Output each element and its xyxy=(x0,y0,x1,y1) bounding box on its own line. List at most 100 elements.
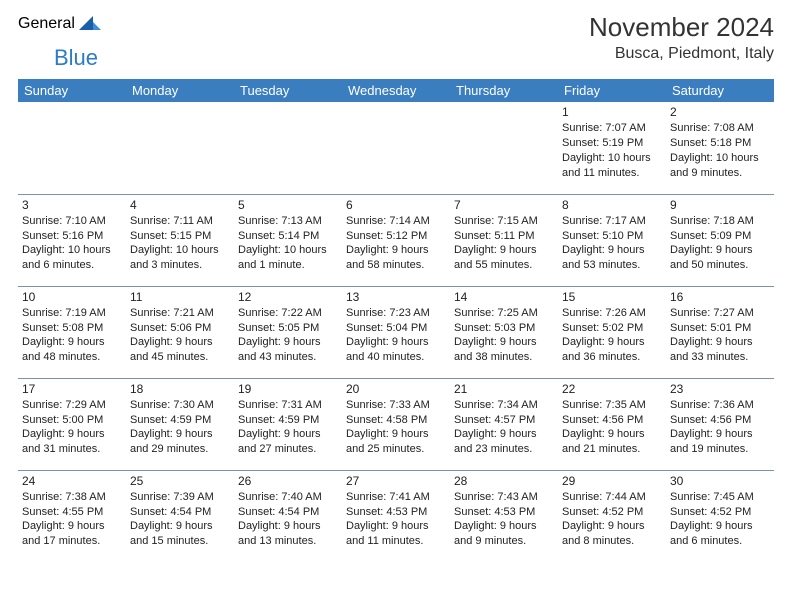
sunrise-line: Sunrise: 7:18 AM xyxy=(670,214,770,229)
day-cell: 18Sunrise: 7:30 AMSunset: 4:59 PMDayligh… xyxy=(126,378,234,470)
day-number: 15 xyxy=(562,289,662,305)
day-number: 21 xyxy=(454,381,554,397)
daylight-line: Daylight: 9 hours and 13 minutes. xyxy=(238,519,338,549)
sunset-line: Sunset: 5:09 PM xyxy=(670,229,770,244)
sunrise-line: Sunrise: 7:11 AM xyxy=(130,214,230,229)
weekday-fri: Friday xyxy=(558,79,666,102)
day-cell: 15Sunrise: 7:26 AMSunset: 5:02 PMDayligh… xyxy=(558,286,666,378)
daylight-line: Daylight: 9 hours and 11 minutes. xyxy=(346,519,446,549)
sunset-line: Sunset: 4:55 PM xyxy=(22,505,122,520)
sunrise-line: Sunrise: 7:45 AM xyxy=(670,490,770,505)
day-number: 17 xyxy=(22,381,122,397)
sunrise-line: Sunrise: 7:13 AM xyxy=(238,214,338,229)
day-cell: 5Sunrise: 7:13 AMSunset: 5:14 PMDaylight… xyxy=(234,194,342,286)
sunset-line: Sunset: 5:19 PM xyxy=(562,136,662,151)
day-number: 27 xyxy=(346,473,446,489)
logo-text-general: General xyxy=(18,15,75,33)
day-cell: 24Sunrise: 7:38 AMSunset: 4:55 PMDayligh… xyxy=(18,470,126,562)
sunrise-line: Sunrise: 7:35 AM xyxy=(562,398,662,413)
sunrise-line: Sunrise: 7:41 AM xyxy=(346,490,446,505)
day-cell: 11Sunrise: 7:21 AMSunset: 5:06 PMDayligh… xyxy=(126,286,234,378)
sunrise-line: Sunrise: 7:34 AM xyxy=(454,398,554,413)
day-cell: 26Sunrise: 7:40 AMSunset: 4:54 PMDayligh… xyxy=(234,470,342,562)
daylight-line: Daylight: 9 hours and 15 minutes. xyxy=(130,519,230,549)
sunset-line: Sunset: 5:10 PM xyxy=(562,229,662,244)
daylight-line: Daylight: 9 hours and 50 minutes. xyxy=(670,243,770,273)
daylight-line: Daylight: 9 hours and 9 minutes. xyxy=(454,519,554,549)
daylight-line: Daylight: 9 hours and 31 minutes. xyxy=(22,427,122,457)
sunset-line: Sunset: 5:06 PM xyxy=(130,321,230,336)
weekday-sat: Saturday xyxy=(666,79,774,102)
sunrise-line: Sunrise: 7:31 AM xyxy=(238,398,338,413)
sunset-line: Sunset: 5:14 PM xyxy=(238,229,338,244)
daylight-line: Daylight: 10 hours and 11 minutes. xyxy=(562,151,662,181)
sunset-line: Sunset: 5:01 PM xyxy=(670,321,770,336)
day-cell: 20Sunrise: 7:33 AMSunset: 4:58 PMDayligh… xyxy=(342,378,450,470)
sunset-line: Sunset: 4:54 PM xyxy=(130,505,230,520)
daylight-line: Daylight: 9 hours and 38 minutes. xyxy=(454,335,554,365)
daylight-line: Daylight: 9 hours and 36 minutes. xyxy=(562,335,662,365)
daylight-line: Daylight: 10 hours and 9 minutes. xyxy=(670,151,770,181)
day-number: 19 xyxy=(238,381,338,397)
sunrise-line: Sunrise: 7:29 AM xyxy=(22,398,122,413)
day-number: 12 xyxy=(238,289,338,305)
day-cell: 6Sunrise: 7:14 AMSunset: 5:12 PMDaylight… xyxy=(342,194,450,286)
daylight-line: Daylight: 9 hours and 40 minutes. xyxy=(346,335,446,365)
sunset-line: Sunset: 5:18 PM xyxy=(670,136,770,151)
calendar-row: 24Sunrise: 7:38 AMSunset: 4:55 PMDayligh… xyxy=(18,470,774,562)
sunrise-line: Sunrise: 7:19 AM xyxy=(22,306,122,321)
day-cell: 3Sunrise: 7:10 AMSunset: 5:16 PMDaylight… xyxy=(18,194,126,286)
daylight-line: Daylight: 9 hours and 27 minutes. xyxy=(238,427,338,457)
daylight-line: Daylight: 9 hours and 33 minutes. xyxy=(670,335,770,365)
sunset-line: Sunset: 4:52 PM xyxy=(670,505,770,520)
day-number: 1 xyxy=(562,104,662,120)
sunset-line: Sunset: 5:12 PM xyxy=(346,229,446,244)
sunset-line: Sunset: 5:05 PM xyxy=(238,321,338,336)
day-number: 13 xyxy=(346,289,446,305)
sunset-line: Sunset: 4:53 PM xyxy=(346,505,446,520)
day-number: 18 xyxy=(130,381,230,397)
sunset-line: Sunset: 4:52 PM xyxy=(562,505,662,520)
sunrise-line: Sunrise: 7:26 AM xyxy=(562,306,662,321)
day-cell: 10Sunrise: 7:19 AMSunset: 5:08 PMDayligh… xyxy=(18,286,126,378)
sunrise-line: Sunrise: 7:43 AM xyxy=(454,490,554,505)
sunset-line: Sunset: 5:16 PM xyxy=(22,229,122,244)
day-number: 14 xyxy=(454,289,554,305)
sunrise-line: Sunrise: 7:23 AM xyxy=(346,306,446,321)
sunrise-line: Sunrise: 7:33 AM xyxy=(346,398,446,413)
sunset-line: Sunset: 5:15 PM xyxy=(130,229,230,244)
sunrise-line: Sunrise: 7:14 AM xyxy=(346,214,446,229)
day-cell: 4Sunrise: 7:11 AMSunset: 5:15 PMDaylight… xyxy=(126,194,234,286)
empty-cell xyxy=(450,102,558,194)
day-number: 23 xyxy=(670,381,770,397)
sunrise-line: Sunrise: 7:22 AM xyxy=(238,306,338,321)
sunrise-line: Sunrise: 7:36 AM xyxy=(670,398,770,413)
daylight-line: Daylight: 9 hours and 58 minutes. xyxy=(346,243,446,273)
day-cell: 23Sunrise: 7:36 AMSunset: 4:56 PMDayligh… xyxy=(666,378,774,470)
sunrise-line: Sunrise: 7:40 AM xyxy=(238,490,338,505)
day-number: 29 xyxy=(562,473,662,489)
day-number: 10 xyxy=(22,289,122,305)
day-cell: 8Sunrise: 7:17 AMSunset: 5:10 PMDaylight… xyxy=(558,194,666,286)
daylight-line: Daylight: 9 hours and 45 minutes. xyxy=(130,335,230,365)
sunrise-line: Sunrise: 7:21 AM xyxy=(130,306,230,321)
calendar-row: 10Sunrise: 7:19 AMSunset: 5:08 PMDayligh… xyxy=(18,286,774,378)
day-number: 8 xyxy=(562,197,662,213)
weekday-sun: Sunday xyxy=(18,79,126,102)
calendar-row: 17Sunrise: 7:29 AMSunset: 5:00 PMDayligh… xyxy=(18,378,774,470)
sunrise-line: Sunrise: 7:25 AM xyxy=(454,306,554,321)
day-number: 3 xyxy=(22,197,122,213)
day-number: 6 xyxy=(346,197,446,213)
day-cell: 14Sunrise: 7:25 AMSunset: 5:03 PMDayligh… xyxy=(450,286,558,378)
day-cell: 7Sunrise: 7:15 AMSunset: 5:11 PMDaylight… xyxy=(450,194,558,286)
logo: General xyxy=(18,12,103,35)
empty-cell xyxy=(342,102,450,194)
sunrise-line: Sunrise: 7:38 AM xyxy=(22,490,122,505)
day-cell: 1Sunrise: 7:07 AMSunset: 5:19 PMDaylight… xyxy=(558,102,666,194)
sunrise-line: Sunrise: 7:27 AM xyxy=(670,306,770,321)
daylight-line: Daylight: 9 hours and 23 minutes. xyxy=(454,427,554,457)
sunrise-line: Sunrise: 7:30 AM xyxy=(130,398,230,413)
daylight-line: Daylight: 10 hours and 6 minutes. xyxy=(22,243,122,273)
daylight-line: Daylight: 9 hours and 21 minutes. xyxy=(562,427,662,457)
day-number: 5 xyxy=(238,197,338,213)
